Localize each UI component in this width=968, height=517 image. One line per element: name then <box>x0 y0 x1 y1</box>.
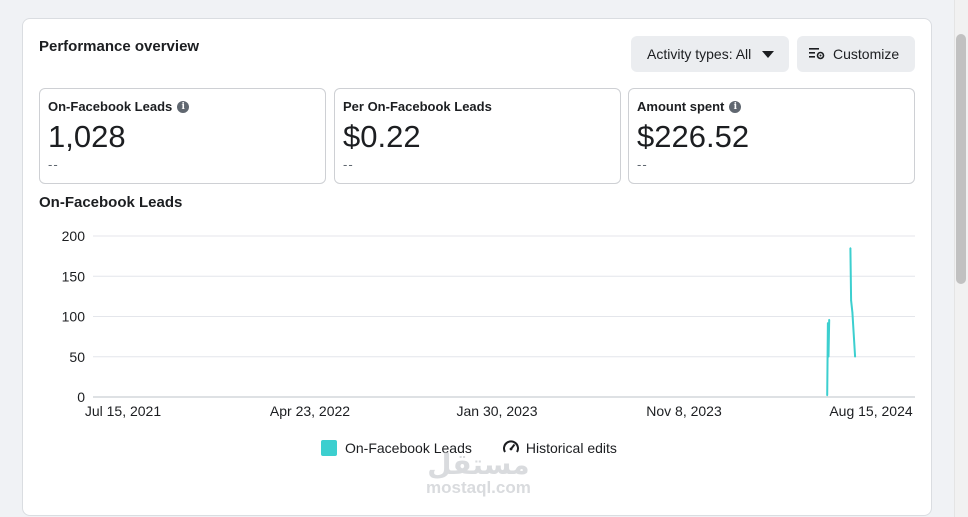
metric-comparison: -- <box>637 157 648 172</box>
caret-down-icon <box>762 50 775 58</box>
y-tick-label: 0 <box>77 389 85 405</box>
x-tick-label: Aug 15, 2024 <box>829 403 913 419</box>
performance-overview-card: Performance overview Activity types: All… <box>22 18 932 516</box>
data-point[interactable] <box>826 394 828 397</box>
y-tick-label: 100 <box>62 309 86 325</box>
metric-card-leads[interactable]: On-Facebook Leads i 1,028 -- <box>39 88 326 184</box>
y-tick-label: 150 <box>62 268 86 284</box>
metric-card-cost-per-lead[interactable]: Per On-Facebook Leads $0.22 -- <box>334 88 621 184</box>
metric-comparison: -- <box>343 157 354 172</box>
data-point[interactable] <box>827 355 830 358</box>
y-tick-label: 200 <box>62 228 86 244</box>
customize-icon <box>809 48 825 60</box>
metric-value: 1,028 <box>48 119 126 154</box>
customize-label: Customize <box>833 46 900 62</box>
metric-value: $226.52 <box>637 119 750 154</box>
data-point[interactable] <box>850 299 852 302</box>
legend-item-leads[interactable]: On-Facebook Leads <box>321 440 472 456</box>
activity-types-label: Activity types: All <box>647 46 752 62</box>
watermark-arabic: مستقل <box>427 448 530 481</box>
card-title: Performance overview <box>39 38 200 55</box>
metric-label: Per On-Facebook Leads <box>343 99 492 114</box>
metric-label-text: Amount spent <box>637 99 725 114</box>
customize-button[interactable]: Customize <box>797 36 915 72</box>
series-line-segment[interactable] <box>826 319 831 396</box>
x-tick-label: Jan 30, 2023 <box>457 403 538 419</box>
activity-types-dropdown[interactable]: Activity types: All <box>631 36 789 72</box>
legend-label: On-Facebook Leads <box>345 440 472 456</box>
data-point[interactable] <box>851 311 854 314</box>
data-point[interactable] <box>849 247 852 249</box>
info-icon[interactable]: i <box>729 100 742 113</box>
legend-swatch <box>321 440 337 456</box>
legend-label: Historical edits <box>525 440 617 456</box>
chart-title: On-Facebook Leads <box>39 194 183 211</box>
x-tick-label: Nov 8, 2023 <box>646 403 722 419</box>
info-icon[interactable]: i <box>177 100 190 113</box>
metric-value: $0.22 <box>343 119 421 154</box>
watermark-latin: mostaql.com <box>426 478 531 497</box>
metric-label-text: On-Facebook Leads <box>48 99 173 114</box>
watermark-logo: مستقل mostaql.com <box>426 448 531 497</box>
data-point[interactable] <box>854 355 856 358</box>
metric-label: On-Facebook Leads i <box>48 99 190 114</box>
legend-item-historical-edits[interactable]: Historical edits <box>502 439 617 457</box>
data-point[interactable] <box>828 318 830 321</box>
series-line-segment[interactable] <box>849 248 857 357</box>
data-point[interactable] <box>827 322 829 324</box>
chart-legend: On-Facebook Leads Historical edits <box>321 439 647 457</box>
x-tick-label: Apr 23, 2022 <box>270 403 350 419</box>
leads-line-chart[interactable]: 0 50 100 150 200 Jul 15, 2021 Apr 23, 2022 Jan … <box>23 19 931 439</box>
metric-comparison: -- <box>48 157 59 172</box>
metric-card-amount-spent[interactable]: Amount spent i $226.52 -- <box>628 88 915 184</box>
y-tick-label: 50 <box>69 349 85 365</box>
page-scrollbar[interactable] <box>954 0 968 517</box>
x-tick-label: Jul 15, 2021 <box>85 403 161 419</box>
scrollbar-thumb[interactable] <box>956 34 966 284</box>
metric-label-text: Per On-Facebook Leads <box>343 99 492 114</box>
gauge-icon <box>502 440 519 453</box>
metric-label: Amount spent i <box>637 99 742 114</box>
